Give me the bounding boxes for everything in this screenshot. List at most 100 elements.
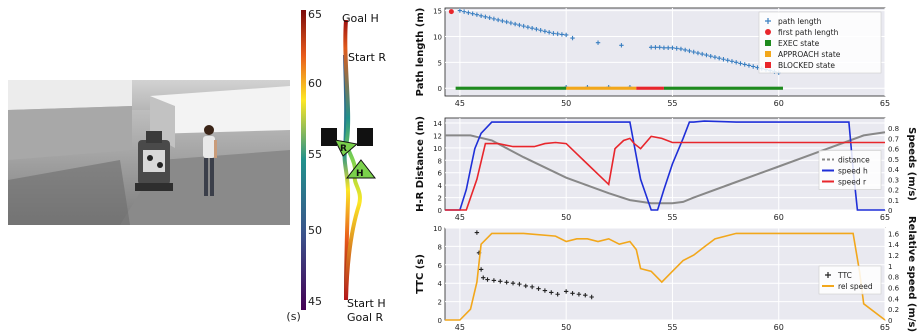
y-tick-label: 10 <box>433 225 442 233</box>
TTC-point <box>555 292 560 297</box>
path-length-point <box>546 30 552 35</box>
TTC-point <box>576 292 582 297</box>
path-length-point <box>734 60 739 65</box>
x-tick-label: 50 <box>561 213 571 222</box>
legend-label: speed r <box>838 178 867 187</box>
human-marker <box>345 159 377 179</box>
y-right-tick-label: 1.6 <box>888 230 900 238</box>
path-length-point <box>653 45 658 50</box>
legend-label: rel speed <box>838 282 873 291</box>
TTC-point <box>485 277 490 282</box>
TTC-point <box>474 230 480 235</box>
legend-label: distance <box>838 156 870 165</box>
y-right-tick-label: 0.7 <box>888 135 899 143</box>
path-length-point <box>466 10 471 15</box>
path-length-point <box>570 35 575 41</box>
APPROACH-state-interval <box>566 86 637 90</box>
colorbar-ticks: 65 60 55 50 45 <box>308 8 322 308</box>
x-tick-label: 55 <box>667 99 677 108</box>
TTC-point <box>498 279 503 284</box>
y-right-tick-label: 1 <box>888 263 892 271</box>
path-length-point <box>691 49 696 55</box>
path-length-point <box>721 57 726 62</box>
chart-panel-3: 45 50 55 60 65024681000.20.40.60.811.21.41.6… <box>415 216 917 332</box>
TTC-point <box>504 280 509 285</box>
y-tick-label: 2 <box>438 195 442 203</box>
legend-label: EXEC state <box>778 39 820 48</box>
colorbar-tick-65: 65 <box>308 8 322 21</box>
speed-r-line <box>445 135 885 211</box>
y-tick-label: 8 <box>438 157 442 165</box>
human-figure <box>203 125 217 196</box>
TTC-point <box>481 275 486 280</box>
legend-label: path length <box>778 17 822 26</box>
start-h-label: Start H <box>347 297 386 310</box>
robot-marker-label: R <box>340 144 347 154</box>
colorbar <box>301 10 306 310</box>
legend-swatch <box>765 18 771 24</box>
y-tick-label: 6 <box>438 262 443 270</box>
simulation-scene <box>8 80 290 225</box>
y-tick-label: 8 <box>438 243 442 251</box>
y-right-tick-label: 0.2 <box>888 187 899 195</box>
colorbar-tick-45: 45 <box>308 295 322 308</box>
path-length-point <box>495 17 501 23</box>
y-tick-label: 4 <box>438 182 443 190</box>
y-tick-label: 12 <box>433 132 442 140</box>
BLOCKED-state-interval <box>636 86 664 90</box>
path-length-point <box>483 14 488 19</box>
path-length-point <box>534 27 539 32</box>
path-length-point <box>751 64 756 69</box>
legend-swatch <box>825 272 831 278</box>
y-tick-label: 0 <box>438 207 442 215</box>
chart-panel-1: 45 50 55 60 65 0 5 10 15 Path length (m) path leng… <box>415 8 890 108</box>
y-tick-label: 6 <box>438 170 443 178</box>
y-right-tick-label: 0 <box>888 207 892 215</box>
y-right-tick-label: 1.2 <box>888 252 899 260</box>
path-length-point <box>512 21 518 27</box>
path-length-point <box>725 58 730 63</box>
path-length-point <box>746 63 752 68</box>
path-length-point <box>695 50 701 56</box>
x-tick-label: 60 <box>774 99 784 108</box>
path-length-point <box>525 24 531 30</box>
path-length-point <box>674 46 679 51</box>
TTC-point <box>536 286 541 291</box>
path-length-point <box>559 32 565 37</box>
path-length-point <box>665 45 671 51</box>
path-length-point <box>742 62 747 67</box>
legend-swatch <box>765 29 771 35</box>
y-tick-label: 15 <box>433 8 442 16</box>
path-length-point <box>708 53 713 59</box>
first-path-length-point <box>448 9 454 15</box>
TTC-point <box>563 289 569 294</box>
TTC-point <box>589 294 594 300</box>
colorbar-tick-60: 60 <box>308 77 322 90</box>
path-length-point <box>542 29 548 34</box>
rel-speed-line <box>445 232 886 321</box>
y-right-tick-label: 0.8 <box>888 125 899 133</box>
legend-box <box>818 265 882 295</box>
x-tick-label: 65 <box>880 99 890 108</box>
TTC-point <box>549 290 554 295</box>
TTC-point <box>478 267 484 272</box>
colorbar-label: Time (s) <box>285 310 301 323</box>
legend: TTC rel speed <box>818 265 882 295</box>
left-doorway-block <box>321 128 337 146</box>
y-right-tick-label: 0 <box>888 317 892 325</box>
robot-marker <box>334 139 359 157</box>
y-tick-label: 10 <box>433 145 442 153</box>
path-length-point <box>738 61 743 66</box>
path-length-point <box>717 56 722 61</box>
path-length-point <box>487 15 492 21</box>
y-tick-label: 10 <box>433 33 442 41</box>
y-right-tick-label: 0.6 <box>888 146 900 154</box>
path-length-point <box>619 43 624 48</box>
x-tick-label: 50 <box>561 323 571 332</box>
goal-h-label: Goal H <box>342 12 379 25</box>
legend-label: BLOCKED state <box>778 61 835 70</box>
path-length-point <box>704 52 709 58</box>
start-r-label: Start R <box>348 51 386 64</box>
path-length-point <box>670 45 675 51</box>
